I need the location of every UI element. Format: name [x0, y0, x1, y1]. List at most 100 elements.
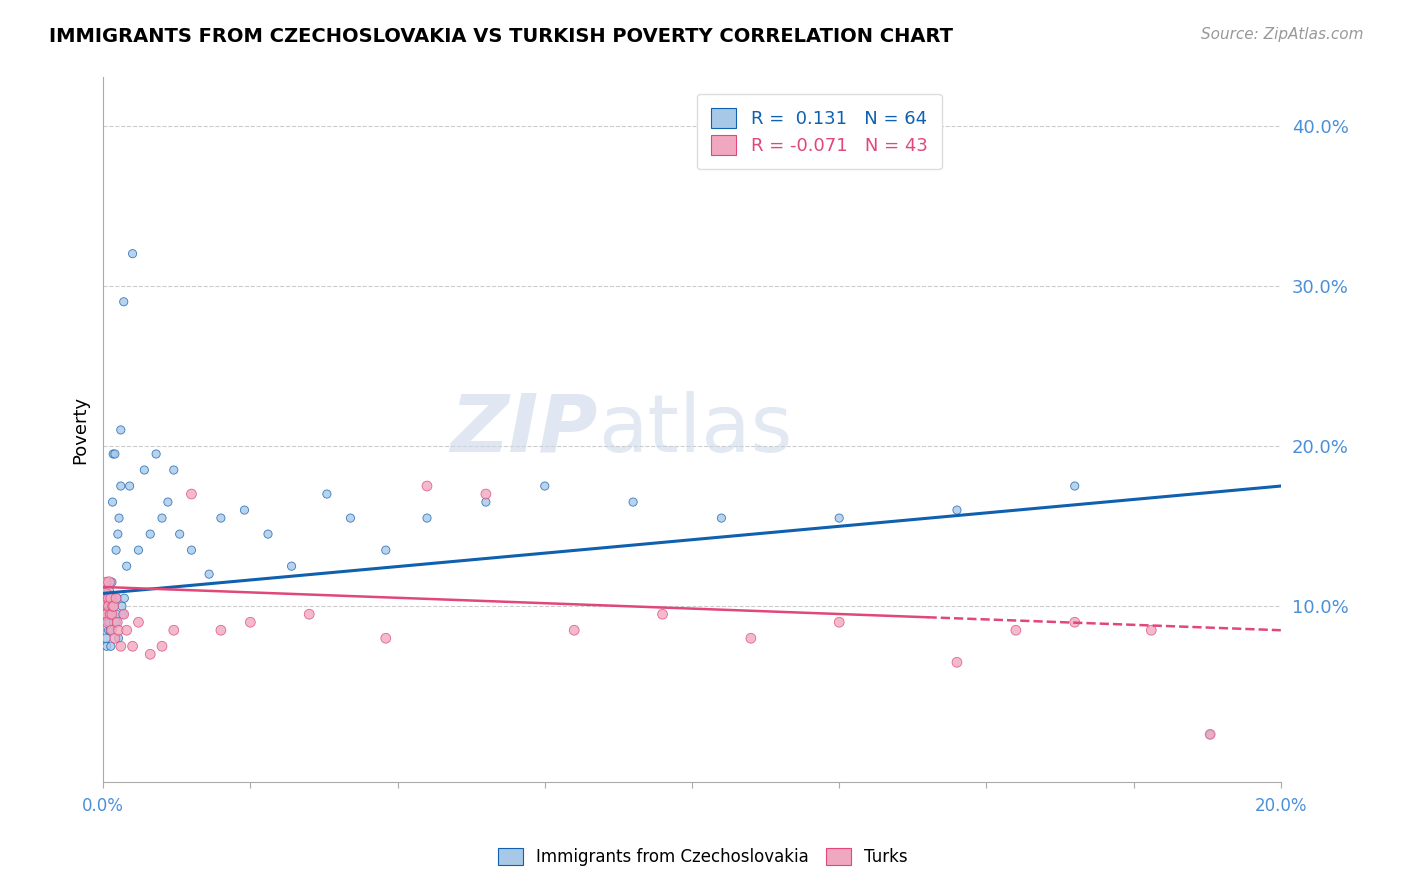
Point: [100, 591, 122, 606]
Point: [280, 559, 302, 574]
Point: [98, 599, 121, 614]
Point: [239, 615, 262, 630]
Point: [103, 591, 125, 606]
Point: [97, 591, 120, 606]
Point: [101, 575, 124, 590]
Point: [257, 527, 280, 541]
Point: [98, 575, 121, 590]
Point: [97, 591, 120, 606]
Point: [416, 479, 439, 493]
Point: [94, 607, 117, 622]
Point: [416, 511, 439, 525]
Point: [828, 615, 851, 630]
Point: [105, 543, 128, 558]
Point: [233, 503, 256, 517]
Point: [100, 624, 122, 638]
Point: [139, 647, 162, 661]
Point: [533, 479, 555, 493]
Point: [112, 294, 135, 309]
Point: [101, 607, 124, 622]
Point: [105, 591, 128, 606]
Point: [115, 624, 138, 638]
Point: [198, 567, 221, 582]
Text: 20.0%: 20.0%: [1254, 797, 1308, 815]
Point: [710, 511, 733, 525]
Point: [98, 607, 121, 622]
Point: [374, 543, 396, 558]
Point: [145, 447, 167, 461]
Point: [209, 511, 232, 525]
Point: [163, 624, 186, 638]
Point: [651, 607, 673, 622]
Point: [112, 591, 135, 606]
Point: [150, 640, 173, 654]
Point: [101, 599, 124, 614]
Point: [1063, 615, 1085, 630]
Point: [96, 607, 118, 622]
Point: [121, 640, 143, 654]
Point: [127, 543, 149, 558]
Point: [374, 632, 396, 646]
Point: [97, 615, 120, 630]
Point: [946, 503, 969, 517]
Point: [104, 447, 127, 461]
Text: Source: ZipAtlas.com: Source: ZipAtlas.com: [1201, 27, 1364, 42]
Y-axis label: Poverty: Poverty: [72, 396, 89, 464]
Point: [105, 591, 128, 606]
Point: [100, 640, 122, 654]
Point: [139, 527, 162, 541]
Text: ZIP: ZIP: [450, 391, 598, 469]
Point: [97, 615, 120, 630]
Point: [339, 511, 361, 525]
Point: [94, 632, 117, 646]
Point: [621, 495, 644, 509]
Point: [150, 511, 173, 525]
Point: [98, 624, 121, 638]
Point: [1005, 624, 1028, 638]
Point: [1063, 479, 1085, 493]
Point: [107, 527, 129, 541]
Point: [134, 463, 156, 477]
Point: [96, 640, 118, 654]
Point: [98, 599, 121, 614]
Point: [110, 479, 132, 493]
Point: [315, 487, 337, 501]
Legend: Immigrants from Czechoslovakia, Turks: Immigrants from Czechoslovakia, Turks: [489, 840, 917, 875]
Point: [115, 559, 138, 574]
Point: [1199, 727, 1222, 741]
Point: [828, 511, 851, 525]
Point: [103, 599, 125, 614]
Point: [104, 632, 127, 646]
Point: [169, 527, 191, 541]
Legend: R =  0.131   N = 64, R = -0.071   N = 43: R = 0.131 N = 64, R = -0.071 N = 43: [696, 94, 942, 169]
Point: [105, 615, 128, 630]
Point: [94, 591, 117, 606]
Point: [101, 607, 124, 622]
Point: [156, 495, 179, 509]
Point: [112, 607, 135, 622]
Point: [104, 615, 127, 630]
Point: [100, 624, 122, 638]
Point: [475, 487, 498, 501]
Point: [101, 447, 124, 461]
Point: [118, 479, 141, 493]
Point: [180, 487, 202, 501]
Text: IMMIGRANTS FROM CZECHOSLOVAKIA VS TURKISH POVERTY CORRELATION CHART: IMMIGRANTS FROM CZECHOSLOVAKIA VS TURKIS…: [49, 27, 953, 45]
Point: [96, 607, 118, 622]
Point: [209, 624, 232, 638]
Point: [107, 624, 129, 638]
Point: [96, 591, 118, 606]
Point: [97, 607, 120, 622]
Point: [1199, 727, 1222, 741]
Point: [108, 511, 131, 525]
Point: [110, 423, 132, 437]
Point: [121, 246, 143, 260]
Point: [97, 624, 120, 638]
Point: [163, 463, 186, 477]
Text: 0.0%: 0.0%: [82, 797, 124, 815]
Point: [740, 632, 762, 646]
Point: [107, 632, 129, 646]
Point: [298, 607, 321, 622]
Point: [98, 599, 121, 614]
Point: [93, 591, 115, 606]
